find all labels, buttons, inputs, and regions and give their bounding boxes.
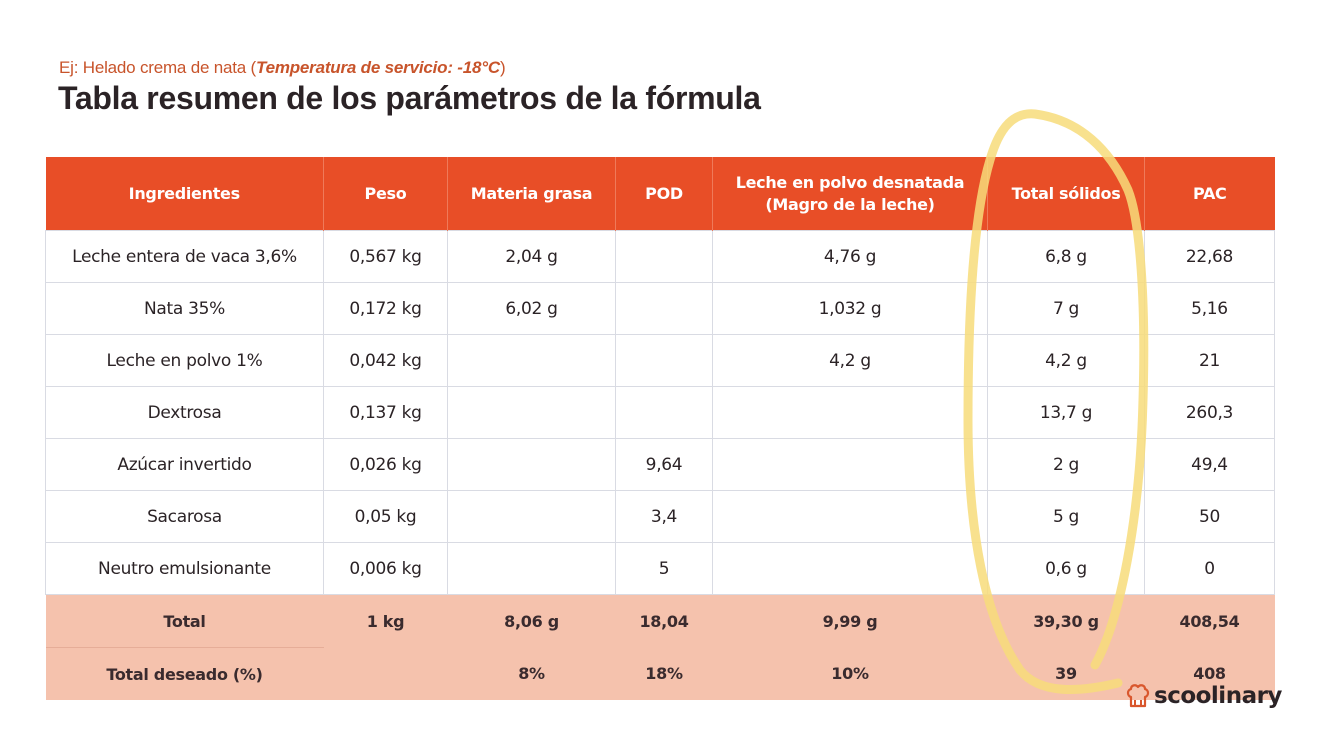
cell-grasa [447, 334, 616, 387]
cell-peso: 0,137 kg [323, 386, 448, 439]
cell-pod: 5 [615, 542, 713, 595]
cell-grasa [447, 438, 616, 491]
total-solidos: 39,30 g [987, 594, 1145, 648]
slide-title: Tabla resumen de los parámetros de la fó… [58, 80, 761, 116]
cell-peso: 0,026 kg [323, 438, 448, 491]
table-row: Neutro emulsionante 0,006 kg 5 0,6 g 0 [45, 542, 1275, 595]
cell-solidos: 5 g [987, 490, 1145, 543]
cell-peso: 0,042 kg [323, 334, 448, 387]
cell-pac: 50 [1144, 490, 1275, 543]
cell-leche-polvo: 1,032 g [712, 282, 988, 335]
cell-ingrediente: Nata 35% [45, 282, 324, 335]
subtitle-suffix: ) [499, 58, 506, 77]
column-header-pac: PAC [1144, 157, 1275, 231]
subtitle-prefix: Ej: Helado crema de nata ( [59, 58, 257, 77]
cell-ingrediente: Dextrosa [45, 386, 324, 439]
total-leche-polvo: 9,99 g [712, 594, 988, 648]
total-label: Total [45, 594, 324, 648]
cell-pod [615, 230, 713, 283]
header-line-1: Leche en polvo desnatada [735, 172, 965, 192]
total-row: Total 1 kg 8,06 g 18,04 9,99 g 39,30 g 4… [45, 594, 1275, 648]
total-peso: 1 kg [323, 594, 448, 648]
desired-grasa: 8% [447, 647, 616, 700]
cell-peso: 0,006 kg [323, 542, 448, 595]
cell-ingrediente: Azúcar invertido [45, 438, 324, 491]
cell-leche-polvo: 4,2 g [712, 334, 988, 387]
cell-peso: 0,172 kg [323, 282, 448, 335]
desired-solidos: 39 [987, 647, 1145, 700]
desired-total-row: Total deseado (%) 8% 18% 10% 39 408 [45, 647, 1275, 700]
cell-ingrediente: Sacarosa [45, 490, 324, 543]
cell-grasa [447, 386, 616, 439]
cell-solidos: 6,8 g [987, 230, 1145, 283]
cell-ingrediente: Neutro emulsionante [45, 542, 324, 595]
column-header-materia-grasa: Materia grasa [447, 157, 616, 231]
desired-label: Total deseado (%) [45, 647, 324, 700]
cell-grasa: 6,02 g [447, 282, 616, 335]
subtitle-emphasis: Temperatura de servicio: -18°C [256, 58, 500, 77]
table-row: Nata 35% 0,172 kg 6,02 g 1,032 g 7 g 5,1… [45, 282, 1275, 335]
table-row: Leche en polvo 1% 0,042 kg 4,2 g 4,2 g 2… [45, 334, 1275, 387]
cell-pac: 5,16 [1144, 282, 1275, 335]
cell-grasa [447, 542, 616, 595]
cell-solidos: 13,7 g [987, 386, 1145, 439]
desired-peso [323, 647, 448, 700]
parameters-table: Ingredientes Peso Materia grasa POD Lech… [45, 157, 1275, 700]
scoolinary-logo: scoolinary [1126, 683, 1282, 709]
cell-grasa [447, 490, 616, 543]
table-row: Dextrosa 0,137 kg 13,7 g 260,3 [45, 386, 1275, 439]
cell-solidos: 2 g [987, 438, 1145, 491]
cell-grasa: 2,04 g [447, 230, 616, 283]
cell-peso: 0,05 kg [323, 490, 448, 543]
cell-ingrediente: Leche en polvo 1% [45, 334, 324, 387]
desired-pod: 18% [615, 647, 713, 700]
cell-solidos: 4,2 g [987, 334, 1145, 387]
table-row: Leche entera de vaca 3,6% 0,567 kg 2,04 … [45, 230, 1275, 283]
table-row: Azúcar invertido 0,026 kg 9,64 2 g 49,4 [45, 438, 1275, 491]
cell-leche-polvo [712, 490, 988, 543]
total-pac: 408,54 [1144, 594, 1275, 648]
cell-pod: 9,64 [615, 438, 713, 491]
column-header-leche-polvo: Leche en polvo desnatada (Magro de la lec… [712, 157, 988, 231]
desired-pac: 408 [1144, 647, 1275, 700]
desired-leche-polvo: 10% [712, 647, 988, 700]
cell-pod [615, 282, 713, 335]
slide-subtitle: Ej: Helado crema de nata (Temperatura de… [59, 58, 506, 78]
table-row: Sacarosa 0,05 kg 3,4 5 g 50 [45, 490, 1275, 543]
table-header-row: Ingredientes Peso Materia grasa POD Lech… [45, 157, 1275, 231]
cell-leche-polvo [712, 438, 988, 491]
cell-pac: 0 [1144, 542, 1275, 595]
chef-hat-icon [1126, 684, 1150, 708]
column-header-peso: Peso [323, 157, 448, 231]
cell-pac: 22,68 [1144, 230, 1275, 283]
header-line-2: (Magro de la leche) [765, 194, 935, 214]
brand-name: scoolinary [1154, 683, 1282, 709]
column-header-pod: POD [615, 157, 713, 231]
cell-pac: 21 [1144, 334, 1275, 387]
cell-leche-polvo [712, 542, 988, 595]
column-header-ingredientes: Ingredientes [45, 157, 324, 231]
total-grasa: 8,06 g [447, 594, 616, 648]
cell-ingrediente: Leche entera de vaca 3,6% [45, 230, 324, 283]
cell-pod [615, 386, 713, 439]
cell-pac: 49,4 [1144, 438, 1275, 491]
cell-pod: 3,4 [615, 490, 713, 543]
total-pod: 18,04 [615, 594, 713, 648]
cell-pac: 260,3 [1144, 386, 1275, 439]
cell-leche-polvo: 4,76 g [712, 230, 988, 283]
cell-peso: 0,567 kg [323, 230, 448, 283]
cell-solidos: 7 g [987, 282, 1145, 335]
cell-pod [615, 334, 713, 387]
cell-solidos: 0,6 g [987, 542, 1145, 595]
cell-leche-polvo [712, 386, 988, 439]
column-header-total-solidos: Total sólidos [987, 157, 1145, 231]
